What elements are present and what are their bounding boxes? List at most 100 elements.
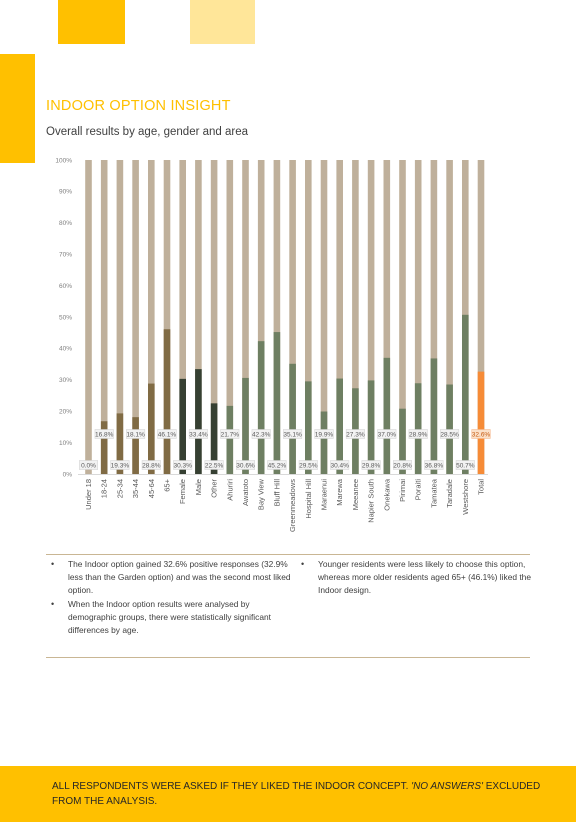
bar [320, 411, 328, 474]
bar-background [305, 160, 312, 474]
data-label-box [204, 460, 224, 470]
data-label-box [79, 460, 98, 470]
data-label-box [298, 460, 318, 470]
x-tick-label: Total [477, 479, 486, 495]
y-tick-label: 50% [59, 314, 72, 321]
data-label: 16.8% [95, 431, 114, 438]
data-label: 29.5% [299, 462, 318, 469]
data-label-box [330, 460, 350, 470]
x-tick-label: Pirimai [398, 479, 407, 502]
data-label: 28.9% [409, 431, 428, 438]
bar-background [195, 160, 202, 474]
data-label-box [283, 429, 303, 439]
x-tick-label: Hospital Hill [304, 479, 313, 519]
data-label: 36.8% [425, 462, 444, 469]
x-tick-label: Under 18 [84, 479, 93, 510]
y-tick-label: 30% [59, 377, 72, 384]
bar-background [179, 160, 186, 474]
x-tick-label: Poraiti [414, 479, 423, 501]
data-label: 28.5% [440, 431, 459, 438]
data-label-box [393, 460, 412, 470]
bar [179, 378, 186, 474]
note-item: When the Indoor option results were anal… [51, 598, 294, 637]
data-label: 35.1% [283, 431, 302, 438]
x-tick-label: Greenmeadows [288, 479, 297, 532]
page-title: INDOOR OPTION INSIGHT [46, 98, 231, 114]
bar [305, 381, 312, 474]
bar [100, 421, 108, 474]
y-tick-label: 20% [59, 409, 72, 416]
data-label: 42.3% [252, 431, 271, 438]
data-label-box [94, 429, 114, 439]
y-tick-label: 100% [55, 157, 72, 164]
y-tick-label: 40% [59, 346, 72, 353]
bar-background [320, 160, 328, 474]
x-tick-label: Bluff Hill [272, 479, 281, 507]
x-tick-label: 18-24 [100, 479, 109, 498]
x-tick-label: Napier South [367, 479, 376, 523]
x-tick-label: Westshore [461, 479, 470, 515]
data-label: 0.0% [81, 462, 96, 469]
bar-background [477, 160, 485, 474]
divider-top [46, 554, 530, 555]
footer-text: ALL RESPONDENTS WERE ASKED IF THEY LIKED… [52, 781, 412, 792]
data-label-box [251, 429, 271, 439]
data-label: 29.8% [362, 462, 381, 469]
bar-background [242, 160, 249, 474]
notes-left-column: The Indoor option gained 32.6% positive … [46, 558, 294, 638]
bar [367, 380, 375, 474]
data-label-box [455, 460, 475, 470]
bar-background [163, 160, 171, 474]
data-label: 37.0% [378, 431, 397, 438]
bar [477, 371, 485, 474]
bar-background [336, 160, 343, 474]
bar [430, 358, 438, 474]
note-item: The Indoor option gained 32.6% positive … [51, 558, 294, 597]
data-label-box [440, 429, 460, 439]
bar [414, 383, 422, 474]
x-tick-label: Ahuriri [225, 479, 234, 501]
bar-background [430, 160, 438, 474]
data-label: 30.4% [330, 462, 349, 469]
x-tick-label: Meeanee [351, 479, 360, 510]
data-label-box [408, 429, 428, 439]
divider-bottom [46, 657, 530, 658]
x-tick-label: Awatoto [241, 479, 250, 506]
y-tick-label: 0% [63, 471, 73, 478]
data-label: 20.8% [393, 462, 412, 469]
data-label: 19.3% [111, 462, 130, 469]
data-label-box [141, 460, 161, 470]
bar [148, 383, 155, 474]
data-label: 30.3% [173, 462, 192, 469]
x-tick-label: 35-44 [131, 479, 140, 498]
decorative-block-top-right [190, 0, 255, 44]
bar-background [289, 160, 296, 474]
data-label-box [345, 429, 365, 439]
notes-right-column: Younger residents were less likely to ch… [296, 558, 532, 598]
x-tick-label: 65+ [163, 478, 172, 491]
x-tick-label: Female [178, 479, 187, 504]
footer-tail: EXCLUDED FROM THE ANALYSIS. [52, 781, 541, 807]
data-label: 28.8% [142, 462, 161, 469]
x-tick-label: Bay View [257, 478, 266, 510]
y-tick-label: 80% [59, 220, 72, 227]
bar-background [273, 160, 281, 474]
decorative-block-top-left [58, 0, 125, 44]
data-label-box [361, 460, 381, 470]
bar-background [85, 160, 92, 474]
x-tick-label: 45-64 [147, 479, 156, 498]
x-tick-label: Marewa [335, 478, 344, 506]
bar-background [226, 160, 234, 474]
data-label: 21.7% [221, 431, 240, 438]
bar-background [210, 160, 218, 474]
bar-background [414, 160, 422, 474]
bar-background [116, 160, 124, 474]
data-label: 33.4% [189, 431, 208, 438]
bar-background [367, 160, 375, 474]
data-label: 50.7% [456, 462, 475, 469]
bar [289, 363, 296, 474]
bar [195, 369, 202, 474]
bar [116, 413, 124, 474]
data-label-box [314, 429, 334, 439]
data-label-box [267, 460, 287, 470]
